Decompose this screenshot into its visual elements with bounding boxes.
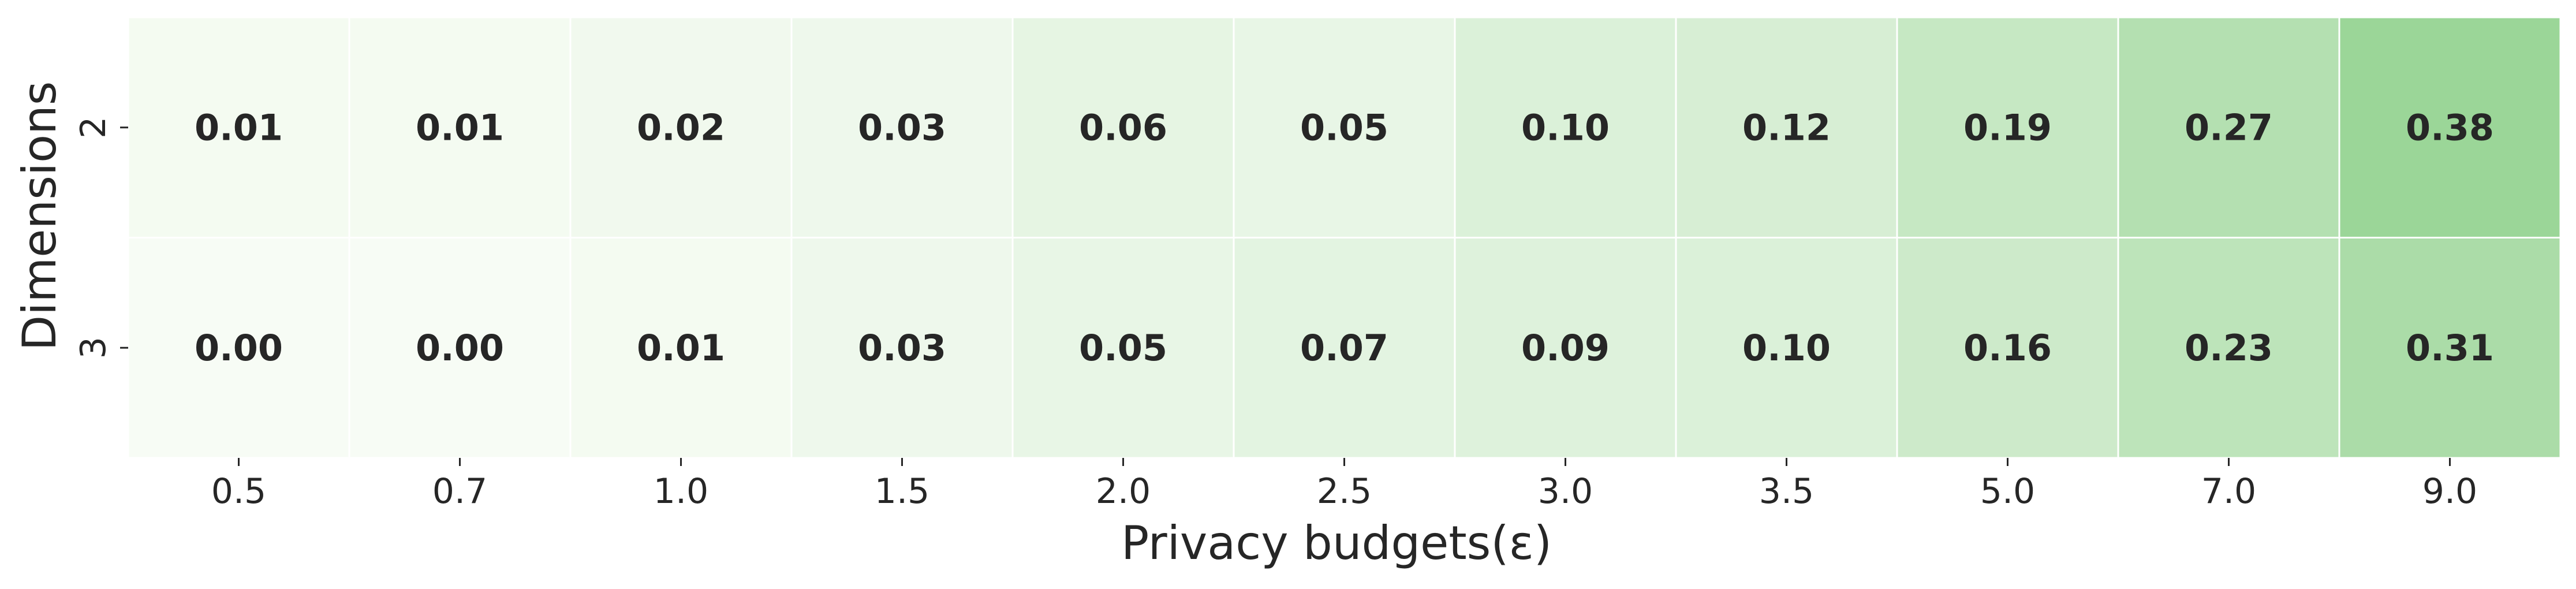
heatmap-cell-value: 0.38 xyxy=(2406,106,2494,148)
heatmap-cell xyxy=(1896,237,2119,459)
x-tick-label: 3.0 xyxy=(1538,471,1593,512)
heatmap-cell xyxy=(1233,237,1456,459)
heatmap-cell xyxy=(1233,16,1456,238)
y-axis-ticks: 23 xyxy=(73,117,128,359)
x-tick-label: 1.0 xyxy=(654,471,708,512)
heatmap-cell-value: 0.10 xyxy=(1742,327,1831,369)
y-tick-label: 3 xyxy=(73,337,114,359)
heatmap-cell xyxy=(127,237,350,459)
heatmap-cell xyxy=(790,237,1014,459)
heatmap-cell-value: 0.07 xyxy=(1300,327,1388,369)
heatmap-cell xyxy=(2117,16,2340,238)
heatmap-cell-value: 0.03 xyxy=(858,106,946,148)
x-tick-label: 5.0 xyxy=(1980,471,2035,512)
heatmap-cell-value: 0.01 xyxy=(416,106,504,148)
heatmap-cell xyxy=(1675,16,1898,238)
heatmap-cell xyxy=(1454,237,1677,459)
heatmap-cell-value: 0.01 xyxy=(637,327,725,369)
heatmap-cell-value: 0.05 xyxy=(1300,106,1388,148)
heatmap-cell xyxy=(2117,237,2340,459)
heatmap-cell-value: 0.00 xyxy=(416,327,504,369)
heatmap-cell-value: 0.19 xyxy=(1963,106,2052,148)
heatmap-cell xyxy=(1675,237,1898,459)
heatmap-cell xyxy=(2338,16,2562,238)
heatmap-cell-value: 0.06 xyxy=(1079,106,1167,148)
x-tick-label: 7.0 xyxy=(2201,471,2256,512)
x-tick-label: 9.0 xyxy=(2422,471,2477,512)
heatmap-cell xyxy=(348,16,572,238)
heatmap-cell xyxy=(127,16,350,238)
heatmap-cell xyxy=(2338,237,2562,459)
x-tick-label: 0.7 xyxy=(432,471,487,512)
heatmap-cell-value: 0.03 xyxy=(858,327,946,369)
heatmap-cell xyxy=(1011,237,1235,459)
heatmap-cell-value: 0.27 xyxy=(2185,106,2273,148)
heatmap-cell-value: 0.02 xyxy=(637,106,725,148)
heatmap-cell xyxy=(569,237,793,459)
heatmap-cells xyxy=(127,16,2562,459)
heatmap-cell-value: 0.31 xyxy=(2406,327,2494,369)
x-tick-label: 0.5 xyxy=(211,471,266,512)
heatmap-cell-value: 0.00 xyxy=(195,327,283,369)
heatmap-cell-labels: 0.01 0.01 0.02 0.03 0.06 0.05 0.10 0.12 0.19 0.27… xyxy=(195,106,2494,369)
x-tick-label: 3.5 xyxy=(1759,471,1814,512)
heatmap-cell-value: 0.05 xyxy=(1079,327,1167,369)
heatmap-cell-value: 0.10 xyxy=(1521,106,1610,148)
x-axis-ticks: 0.5 0.7 1.0 1.5 2.0 2.5 3.0 3.5 5.0 7.0 9.0 xyxy=(211,458,2477,512)
y-axis-title: Dimensions xyxy=(13,81,66,351)
heatmap-cell-value: 0.12 xyxy=(1742,106,1831,148)
heatmap-cell-value: 0.09 xyxy=(1521,327,1610,369)
heatmap-cell xyxy=(790,16,1014,238)
x-tick-label: 2.5 xyxy=(1317,471,1372,512)
heatmap-cell xyxy=(569,16,793,238)
heatmap-cell-value: 0.16 xyxy=(1963,327,2052,369)
y-tick-label: 2 xyxy=(73,117,114,139)
heatmap-cell xyxy=(1011,16,1235,238)
x-tick-label: 2.0 xyxy=(1096,471,1151,512)
x-axis-title: Privacy budgets(ε) xyxy=(1121,516,1552,570)
x-tick-label: 1.5 xyxy=(875,471,929,512)
heatmap-cell-value: 0.01 xyxy=(195,106,283,148)
heatmap-cell xyxy=(348,237,572,459)
heatmap-cell-value: 0.23 xyxy=(2185,327,2273,369)
